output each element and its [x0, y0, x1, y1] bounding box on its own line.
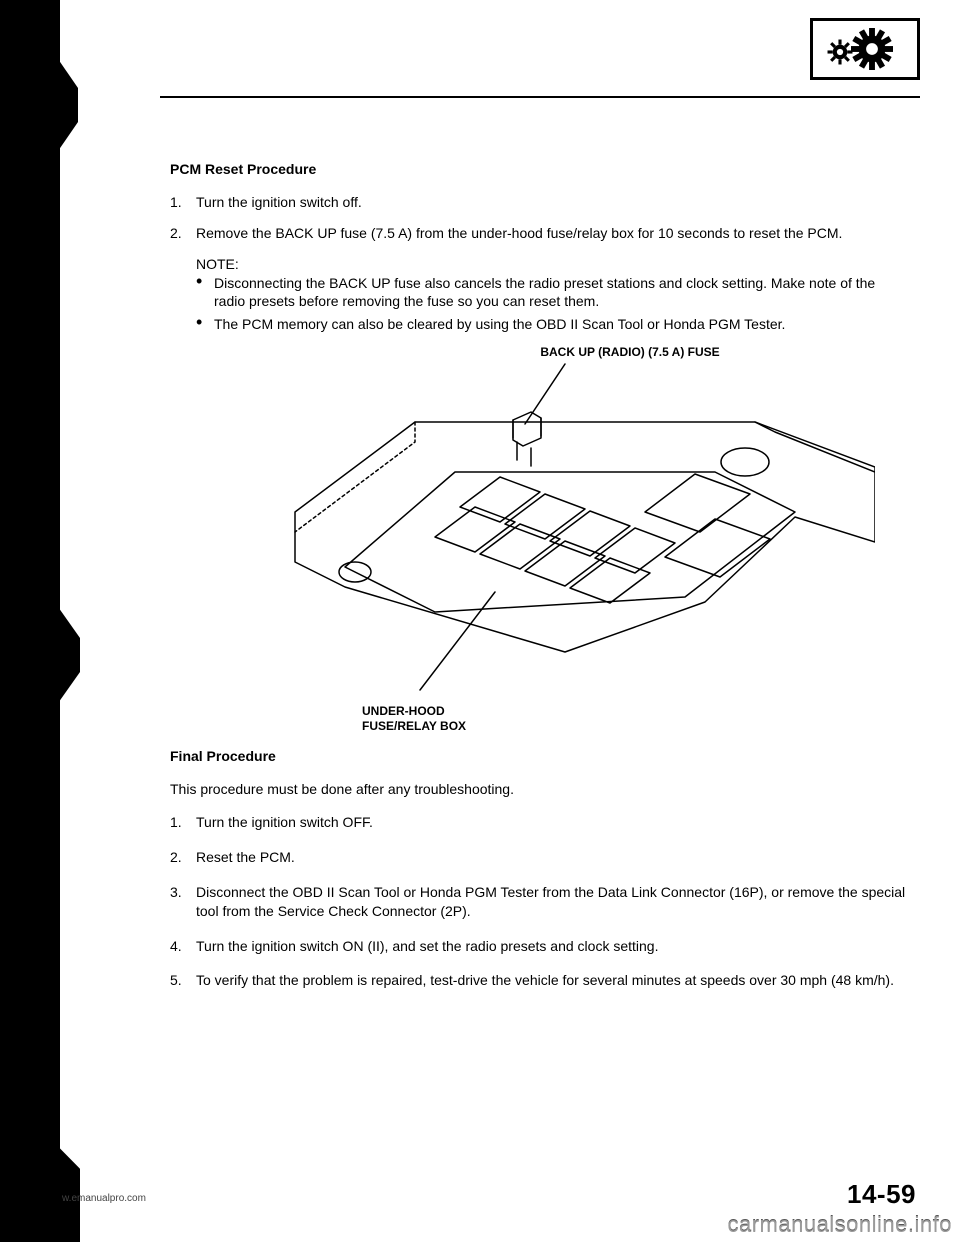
- list-item: 5.To verify that the problem is repaired…: [170, 971, 910, 990]
- binder-silhouette: [0, 0, 60, 1242]
- gear-logo-box: [810, 18, 920, 80]
- bullet-text: The PCM memory can also be cleared by us…: [214, 315, 785, 334]
- list-item: 2. Remove the BACK UP fuse (7.5 A) from …: [170, 224, 910, 243]
- step-number: 2.: [170, 224, 196, 243]
- step-text: To verify that the problem is repaired, …: [196, 971, 894, 990]
- list-item: 4.Turn the ignition switch ON (II), and …: [170, 937, 910, 956]
- step-text: Turn the ignition switch ON (II), and se…: [196, 937, 658, 956]
- list-item: 1.Turn the ignition switch OFF.: [170, 813, 910, 832]
- step-number: 1.: [170, 813, 196, 832]
- step-number: 3.: [170, 883, 196, 921]
- step-number: 2.: [170, 848, 196, 867]
- note-label: NOTE:: [196, 255, 910, 274]
- step-number: 4.: [170, 937, 196, 956]
- horizontal-rule: [160, 96, 920, 98]
- watermark: carmanualsonline.info: [727, 1212, 952, 1238]
- figure-bottom-label: UNDER-HOOD FUSE/RELAY BOX: [362, 704, 910, 733]
- page-content: PCM Reset Procedure 1. Turn the ignition…: [70, 0, 960, 1242]
- final-intro: This procedure must be done after any tr…: [170, 780, 910, 799]
- pcm-steps-list: 1. Turn the ignition switch off. 2. Remo…: [170, 193, 910, 243]
- final-steps-list: 1.Turn the ignition switch OFF. 2.Reset …: [170, 813, 910, 990]
- gear-icon: [851, 28, 893, 70]
- gear-icon: [827, 39, 853, 65]
- figure-bottom-label-line2: FUSE/RELAY BOX: [362, 719, 466, 733]
- note-bullets: •Disconnecting the BACK UP fuse also can…: [196, 274, 910, 335]
- figure-bottom-label-line1: UNDER-HOOD: [362, 704, 445, 718]
- note-block: NOTE: •Disconnecting the BACK UP fuse al…: [196, 255, 910, 335]
- step-text: Disconnect the OBD II Scan Tool or Honda…: [196, 883, 910, 921]
- step-number: 1.: [170, 193, 196, 212]
- source-url: w.emanualpro.com: [62, 1193, 146, 1204]
- step-text: Turn the ignition switch off.: [196, 193, 362, 212]
- bullet-icon: •: [196, 274, 214, 312]
- list-item: 2.Reset the PCM.: [170, 848, 910, 867]
- binder-silhouette-bottom: [0, 1120, 80, 1242]
- list-item: •The PCM memory can also be cleared by u…: [196, 315, 910, 334]
- step-number: 5.: [170, 971, 196, 990]
- figure-wrap: BACK UP (RADIO) (7.5 A) FUSE: [200, 344, 910, 733]
- list-item: 3.Disconnect the OBD II Scan Tool or Hon…: [170, 883, 910, 921]
- step-text: Turn the ignition switch OFF.: [196, 813, 373, 832]
- step-text: Reset the PCM.: [196, 848, 295, 867]
- fuse-box-diagram: [235, 362, 875, 702]
- list-item: •Disconnecting the BACK UP fuse also can…: [196, 274, 910, 312]
- figure-top-label: BACK UP (RADIO) (7.5 A) FUSE: [350, 344, 910, 360]
- bullet-icon: •: [196, 315, 214, 334]
- step-text: Remove the BACK UP fuse (7.5 A) from the…: [196, 224, 842, 243]
- page-number: 14-59: [847, 1179, 916, 1210]
- bullet-text: Disconnecting the BACK UP fuse also canc…: [214, 274, 910, 312]
- pcm-section-title: PCM Reset Procedure: [170, 160, 910, 179]
- list-item: 1. Turn the ignition switch off.: [170, 193, 910, 212]
- final-section-title: Final Procedure: [170, 747, 910, 766]
